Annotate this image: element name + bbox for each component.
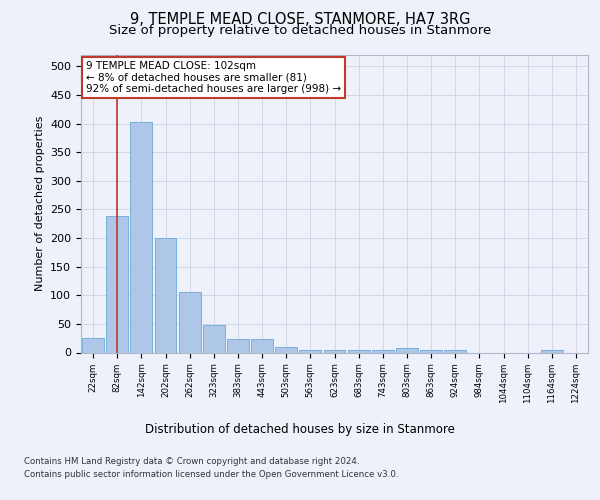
Bar	[299, 350, 321, 352]
Bar	[420, 350, 442, 352]
Bar	[179, 292, 200, 352]
Bar	[82, 338, 104, 352]
Text: Distribution of detached houses by size in Stanmore: Distribution of detached houses by size …	[145, 422, 455, 436]
Bar	[155, 238, 176, 352]
Text: Contains public sector information licensed under the Open Government Licence v3: Contains public sector information licen…	[24, 470, 398, 479]
Bar	[445, 350, 466, 352]
Bar	[106, 216, 128, 352]
Text: Contains HM Land Registry data © Crown copyright and database right 2024.: Contains HM Land Registry data © Crown c…	[24, 458, 359, 466]
Bar	[251, 339, 273, 352]
Bar	[227, 339, 249, 352]
Bar	[275, 347, 297, 352]
Bar	[396, 348, 418, 352]
Bar	[323, 350, 346, 352]
Bar	[203, 325, 224, 352]
Bar	[372, 350, 394, 352]
Bar	[130, 122, 152, 352]
Y-axis label: Number of detached properties: Number of detached properties	[35, 116, 44, 292]
Bar	[348, 350, 370, 352]
Text: 9 TEMPLE MEAD CLOSE: 102sqm
← 8% of detached houses are smaller (81)
92% of semi: 9 TEMPLE MEAD CLOSE: 102sqm ← 8% of deta…	[86, 61, 341, 94]
Bar	[541, 350, 563, 352]
Text: 9, TEMPLE MEAD CLOSE, STANMORE, HA7 3RG: 9, TEMPLE MEAD CLOSE, STANMORE, HA7 3RG	[130, 12, 470, 28]
Text: Size of property relative to detached houses in Stanmore: Size of property relative to detached ho…	[109, 24, 491, 37]
